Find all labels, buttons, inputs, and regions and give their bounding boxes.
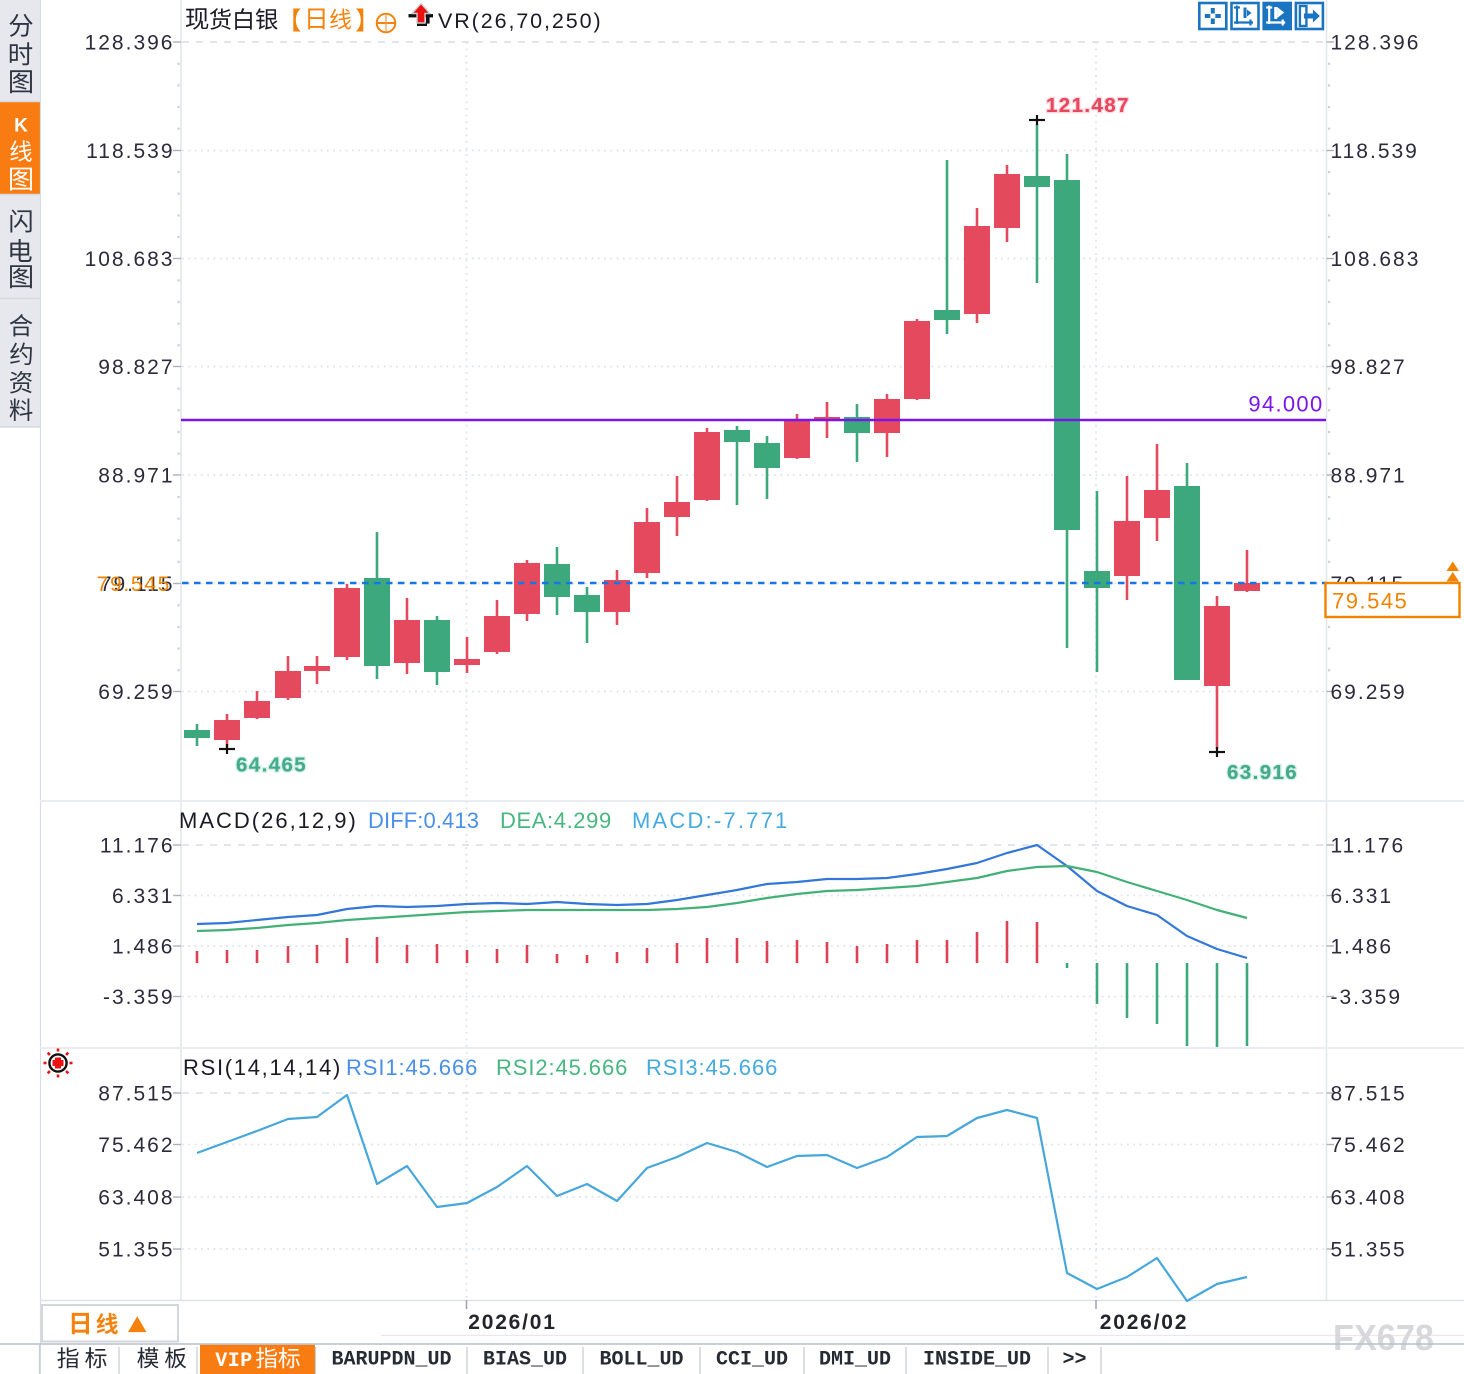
svg-text:128.396: 128.396 [1331,32,1421,55]
svg-text:VIP: VIP [215,1350,253,1373]
svg-text:87.515: 87.515 [1331,1083,1407,1106]
svg-text:88.971: 88.971 [98,465,174,488]
svg-text:128.396: 128.396 [85,32,175,55]
svg-text:INSIDE_UD: INSIDE_UD [923,1349,1031,1372]
svg-text:BOLL_UD: BOLL_UD [599,1349,683,1372]
svg-text:88.971: 88.971 [1331,465,1407,488]
svg-text:121.487: 121.487 [1046,94,1130,117]
svg-text:98.827: 98.827 [1331,356,1407,379]
svg-text:6.331: 6.331 [112,885,175,908]
svg-text:75.462: 75.462 [1331,1134,1407,1157]
svg-text:11.176: 11.176 [1331,835,1406,858]
svg-text:2026/02: 2026/02 [1100,1311,1189,1334]
svg-text:51.355: 51.355 [98,1239,174,1262]
svg-text:69.259: 69.259 [1331,681,1407,704]
svg-text:RSI1:45.666: RSI1:45.666 [346,1055,478,1080]
svg-text:MACD:-7.771: MACD:-7.771 [632,808,789,833]
svg-text:75.462: 75.462 [98,1134,174,1157]
svg-text:11.176: 11.176 [100,835,175,858]
svg-text:118.539: 118.539 [1331,140,1419,163]
svg-text:-3.359: -3.359 [1331,986,1403,1009]
svg-text:RSI3:45.666: RSI3:45.666 [646,1055,778,1080]
svg-text:BIAS_UD: BIAS_UD [483,1349,567,1372]
svg-text:79.545: 79.545 [1332,589,1408,614]
svg-text:K: K [14,116,28,137]
svg-text:108.683: 108.683 [1331,248,1421,271]
svg-text:63.916: 63.916 [1227,761,1298,784]
svg-text:>>: >> [1062,1349,1086,1372]
svg-text:69.259: 69.259 [98,681,174,704]
svg-text:BARUPDN_UD: BARUPDN_UD [331,1349,451,1372]
svg-text:63.408: 63.408 [98,1187,174,1210]
svg-text:6.331: 6.331 [1331,885,1394,908]
svg-text:FX678: FX678 [1333,1317,1434,1358]
svg-text:1.486: 1.486 [1331,936,1394,959]
svg-text:CCI_UD: CCI_UD [716,1349,788,1372]
svg-text:64.465: 64.465 [236,754,307,777]
svg-text:79.115: 79.115 [100,573,175,596]
svg-text:108.683: 108.683 [85,248,175,271]
svg-text:94.000: 94.000 [1248,392,1323,417]
svg-text:DMI_UD: DMI_UD [819,1349,891,1372]
svg-text:2026/01: 2026/01 [468,1311,557,1334]
svg-text:DEA:4.299: DEA:4.299 [500,808,612,833]
svg-text:VR(26,70,250): VR(26,70,250) [438,9,603,33]
svg-text:-3.359: -3.359 [103,986,175,1009]
svg-text:87.515: 87.515 [98,1083,174,1106]
svg-text:51.355: 51.355 [1331,1239,1407,1262]
svg-text:63.916: 63.916 [1227,761,1298,784]
svg-text:79.545: 79.545 [97,573,171,596]
svg-text:121.487: 121.487 [1046,94,1130,117]
svg-text:1.486: 1.486 [112,936,175,959]
svg-text:98.827: 98.827 [98,356,174,379]
svg-text:DIFF:0.413: DIFF:0.413 [368,808,479,833]
svg-text:64.465: 64.465 [236,754,307,777]
svg-text:RSI2:45.666: RSI2:45.666 [496,1055,628,1080]
svg-text:63.408: 63.408 [1331,1187,1407,1210]
svg-text:MACD(26,12,9): MACD(26,12,9) [179,808,358,833]
svg-text:RSI(14,14,14): RSI(14,14,14) [183,1055,342,1080]
svg-text:118.539: 118.539 [86,140,174,163]
